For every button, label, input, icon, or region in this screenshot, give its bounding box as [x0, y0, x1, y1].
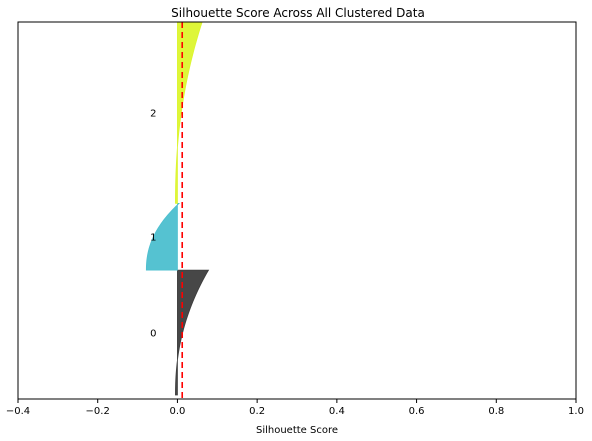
chart-title: Silhouette Score Across All Clustered Da…: [171, 6, 425, 20]
x-tick-label: 0.2: [249, 406, 265, 417]
x-axis: −0.4 −0.2 0.0 0.2 0.4 0.6 0.8 1.0: [6, 399, 584, 417]
x-tick-label: 0.0: [169, 406, 185, 417]
x-tick-label: 0.4: [329, 406, 345, 417]
cluster-labels: 0 1 2: [150, 109, 156, 340]
cluster-0-area: [175, 270, 208, 395]
x-axis-label: Silhouette Score: [256, 425, 338, 436]
plot-frame: [18, 22, 576, 399]
x-tick-label: 0.8: [488, 406, 504, 417]
x-tick-label: 0.6: [409, 406, 425, 417]
cluster-label-1: 1: [150, 233, 156, 244]
cluster-label-0: 0: [150, 329, 156, 340]
x-tick-label: −0.4: [6, 406, 30, 417]
cluster-label-2: 2: [150, 109, 156, 120]
cluster-2-area: [175, 22, 202, 203]
x-tick-label: 1.0: [568, 406, 584, 417]
x-tick-label: −0.2: [86, 406, 110, 417]
